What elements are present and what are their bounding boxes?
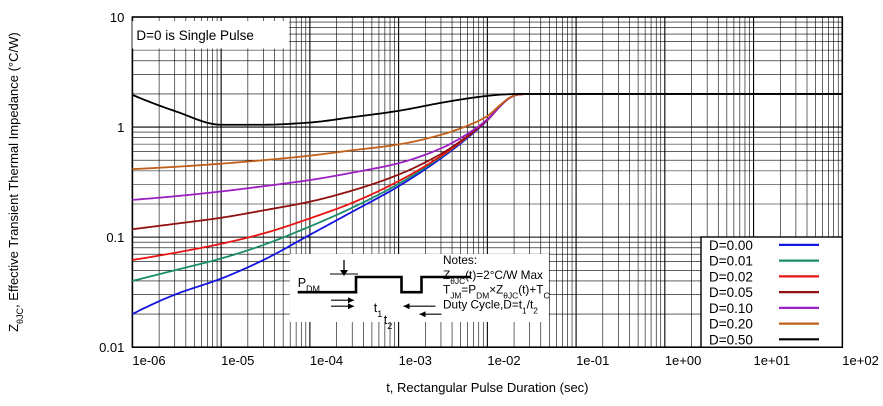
svg-text:D=0.20: D=0.20: [709, 317, 753, 332]
svg-text:1e+00: 1e+00: [665, 353, 702, 368]
svg-text:1e-04: 1e-04: [310, 353, 343, 368]
svg-text:1: 1: [117, 120, 124, 135]
svg-text:D=0.50: D=0.50: [709, 332, 753, 347]
svg-text:0.1: 0.1: [106, 230, 124, 245]
svg-text:Notes:: Notes:: [443, 253, 477, 267]
svg-text:1e-03: 1e-03: [399, 353, 432, 368]
svg-text:D=0.10: D=0.10: [709, 301, 753, 316]
svg-text:D=0.05: D=0.05: [709, 285, 753, 300]
svg-text:1e-02: 1e-02: [487, 353, 520, 368]
svg-text:t, Rectangular Pulse Duration: t, Rectangular Pulse Duration (sec): [386, 380, 588, 395]
svg-text:1e-06: 1e-06: [132, 353, 165, 368]
svg-text:D=0.01: D=0.01: [709, 254, 753, 269]
svg-text:D=0.00: D=0.00: [709, 238, 753, 253]
svg-text:1e+02: 1e+02: [842, 353, 879, 368]
svg-text:D=0 is Single Pulse: D=0 is Single Pulse: [136, 28, 253, 43]
svg-text:D=0.02: D=0.02: [709, 269, 753, 284]
svg-text:10: 10: [110, 10, 124, 25]
svg-text:1e-05: 1e-05: [221, 353, 254, 368]
svg-text:1e-01: 1e-01: [576, 353, 609, 368]
svg-text:0.01: 0.01: [99, 340, 124, 355]
svg-text:1e+01: 1e+01: [754, 353, 791, 368]
